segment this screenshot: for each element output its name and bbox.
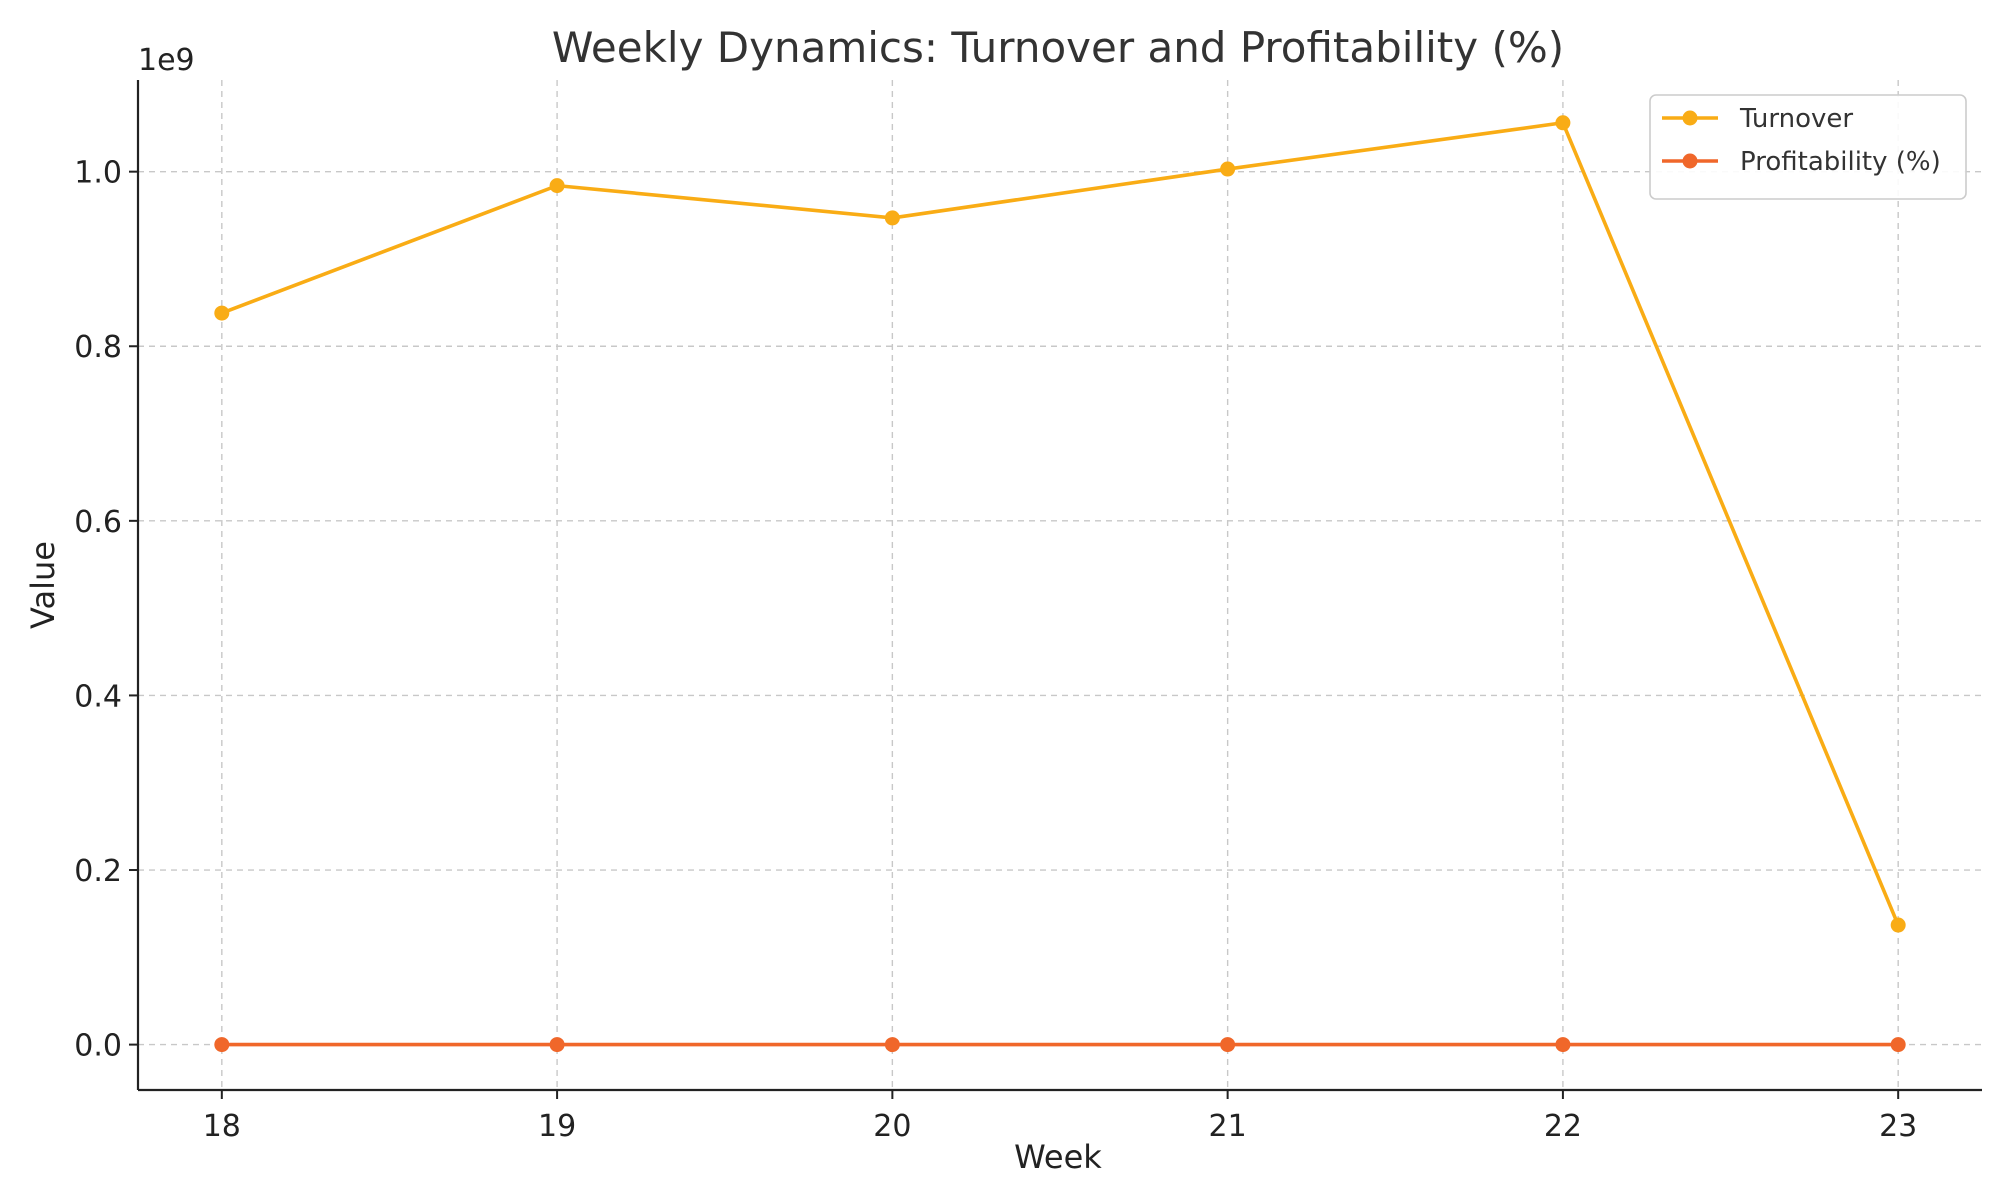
legend-item-turnover: Turnover	[1662, 104, 1853, 134]
data-point-profitability-18	[214, 1037, 230, 1053]
x-tick-label-18: 18	[203, 1109, 241, 1144]
y-tick-label-0.6: 0.6	[74, 505, 122, 540]
legend: Turnover Profitability (%)	[1649, 94, 1967, 200]
series-layer	[214, 115, 1906, 1053]
y-axis-offset-label: 1e9	[138, 43, 195, 78]
data-point-turnover-20	[884, 210, 900, 226]
x-tick-label-20: 20	[873, 1109, 911, 1144]
tick-labels: 18 19 20 21 22 23 0.0 0.2 0.4 0.6 0.8 1.0	[74, 156, 1917, 1144]
axes	[136, 80, 1982, 1092]
data-point-profitability-23	[1890, 1037, 1906, 1053]
y-axis-label: Value	[24, 541, 62, 629]
grid-lines	[138, 80, 1982, 1090]
data-point-turnover-19	[549, 178, 565, 194]
chart-title: Weekly Dynamics: Turnover and Profitabil…	[552, 23, 1564, 72]
data-point-turnover-23	[1890, 917, 1906, 933]
legend-item-profitability: Profitability (%)	[1662, 147, 1941, 177]
x-tick-label-21: 21	[1209, 1109, 1247, 1144]
data-point-turnover-22	[1555, 115, 1571, 131]
series-line-turnover	[221, 120, 1900, 926]
series-profitability	[214, 1037, 1906, 1053]
data-point-profitability-22	[1555, 1037, 1571, 1053]
legend-label-turnover: Turnover	[1739, 104, 1853, 134]
y-tick-label-0.0: 0.0	[74, 1029, 122, 1064]
legend-swatch-marker-turnover	[1682, 110, 1698, 126]
y-tick-label-0.2: 0.2	[74, 854, 122, 889]
data-point-profitability-21	[1220, 1037, 1236, 1053]
y-tick-label-1.0: 1.0	[74, 156, 122, 191]
y-tick-label-0.4: 0.4	[74, 679, 122, 714]
legend-label-profitability: Profitability (%)	[1740, 147, 1941, 177]
data-point-profitability-20	[884, 1037, 900, 1053]
legend-swatch-marker-profitability	[1682, 153, 1698, 169]
series-turnover	[214, 115, 1906, 933]
data-point-profitability-19	[549, 1037, 565, 1053]
x-tick-label-23: 23	[1879, 1109, 1917, 1144]
x-tick-label-19: 19	[538, 1109, 576, 1144]
x-axis-label: Week	[1014, 1138, 1102, 1176]
y-tick-label-0.8: 0.8	[74, 330, 122, 365]
data-point-turnover-21	[1220, 161, 1236, 177]
x-tick-label-22: 22	[1544, 1109, 1582, 1144]
legend-box	[1649, 94, 1967, 200]
data-point-turnover-18	[214, 305, 230, 321]
